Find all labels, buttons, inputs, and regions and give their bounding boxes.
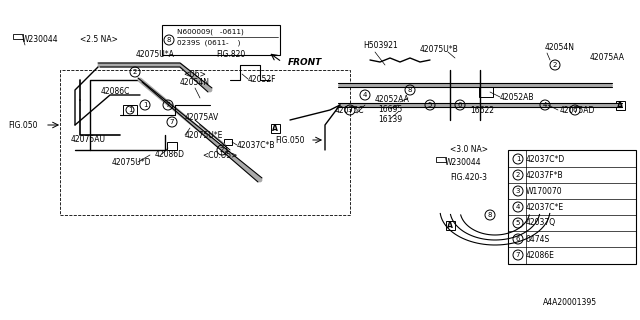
- Text: 42075AU: 42075AU: [70, 135, 106, 144]
- Text: 4: 4: [363, 92, 367, 98]
- Text: FRONT: FRONT: [288, 58, 323, 67]
- Text: 4: 4: [543, 102, 547, 108]
- Text: 6: 6: [573, 107, 577, 113]
- Text: 3: 3: [348, 107, 352, 113]
- Bar: [271, 124, 280, 132]
- Text: 1: 1: [516, 156, 520, 162]
- Text: A: A: [617, 100, 623, 109]
- Bar: [445, 220, 454, 229]
- Text: FIG.050: FIG.050: [275, 135, 305, 145]
- Text: 42086E: 42086E: [526, 251, 555, 260]
- Text: 42075U*B: 42075U*B: [420, 45, 459, 54]
- Text: FIG.420-3: FIG.420-3: [450, 173, 487, 182]
- Text: 5: 5: [428, 102, 432, 108]
- Text: W230044: W230044: [445, 158, 482, 167]
- Text: 42052F: 42052F: [248, 75, 276, 84]
- Text: 42075AA: 42075AA: [590, 53, 625, 62]
- Bar: [167, 142, 177, 150]
- Text: 42075AV: 42075AV: [185, 113, 220, 122]
- Text: 2: 2: [220, 147, 224, 153]
- Text: A: A: [272, 124, 278, 132]
- Bar: [224, 139, 232, 145]
- Text: 42075U*E: 42075U*E: [185, 131, 223, 140]
- Bar: [616, 100, 625, 109]
- Text: 7: 7: [516, 252, 520, 258]
- Bar: [508, 150, 636, 264]
- Text: 0239S  (0611-    ): 0239S (0611- ): [177, 39, 241, 45]
- Bar: [13, 34, 23, 38]
- Text: 42075U*A: 42075U*A: [136, 50, 175, 59]
- Text: 4: 4: [516, 204, 520, 210]
- Bar: [436, 156, 446, 162]
- Text: 42052AA: 42052AA: [375, 95, 410, 104]
- Text: 8: 8: [408, 87, 412, 93]
- Bar: [479, 87, 493, 97]
- Text: 8: 8: [488, 212, 492, 218]
- Text: H503921: H503921: [363, 41, 397, 50]
- Text: W230044: W230044: [22, 35, 59, 44]
- Text: 7: 7: [166, 102, 170, 108]
- Bar: [123, 105, 137, 115]
- Text: 42037Q: 42037Q: [526, 219, 556, 228]
- Text: 42054N: 42054N: [180, 78, 210, 87]
- Text: <U6>: <U6>: [183, 70, 206, 79]
- Text: A: A: [447, 220, 453, 229]
- Text: 8: 8: [167, 37, 172, 43]
- Text: 1: 1: [143, 102, 147, 108]
- Text: 42075AD: 42075AD: [560, 106, 595, 115]
- Text: <C0.U5>: <C0.U5>: [202, 151, 237, 160]
- Text: 42052AB: 42052AB: [500, 93, 534, 102]
- Text: 42086D: 42086D: [155, 150, 185, 159]
- Text: 6: 6: [458, 102, 462, 108]
- Text: 42037C*B: 42037C*B: [237, 141, 275, 150]
- Text: N600009(   -0611): N600009( -0611): [177, 28, 244, 35]
- Bar: [60, 70, 350, 215]
- Text: 16695: 16695: [378, 105, 403, 114]
- Text: 3: 3: [516, 188, 520, 194]
- Text: 42037C*E: 42037C*E: [526, 203, 564, 212]
- Text: A4A20001395: A4A20001395: [543, 298, 597, 307]
- Text: <3.0 NA>: <3.0 NA>: [450, 145, 488, 154]
- Text: 0474S: 0474S: [526, 235, 550, 244]
- Text: 7: 7: [170, 119, 174, 125]
- Text: 42037F*B: 42037F*B: [526, 171, 564, 180]
- Text: 42086C: 42086C: [100, 87, 130, 96]
- Text: W170070: W170070: [526, 187, 563, 196]
- Text: 42075U*D: 42075U*D: [112, 158, 152, 167]
- Text: 5: 5: [516, 220, 520, 226]
- Text: 42054N: 42054N: [545, 43, 575, 52]
- Text: 42037C*D: 42037C*D: [526, 155, 565, 164]
- Text: 2: 2: [516, 172, 520, 178]
- Text: 16139: 16139: [378, 115, 402, 124]
- Text: 2: 2: [553, 62, 557, 68]
- Text: FIG.820: FIG.820: [216, 50, 245, 59]
- Text: 16622: 16622: [470, 106, 494, 115]
- Bar: [162, 25, 280, 55]
- Text: 1: 1: [128, 107, 132, 113]
- Text: <2.5 NA>: <2.5 NA>: [80, 35, 118, 44]
- Text: FIG.050: FIG.050: [8, 121, 38, 130]
- Text: 2: 2: [133, 69, 137, 75]
- Text: 6: 6: [516, 236, 520, 242]
- Text: 42075C: 42075C: [335, 106, 365, 115]
